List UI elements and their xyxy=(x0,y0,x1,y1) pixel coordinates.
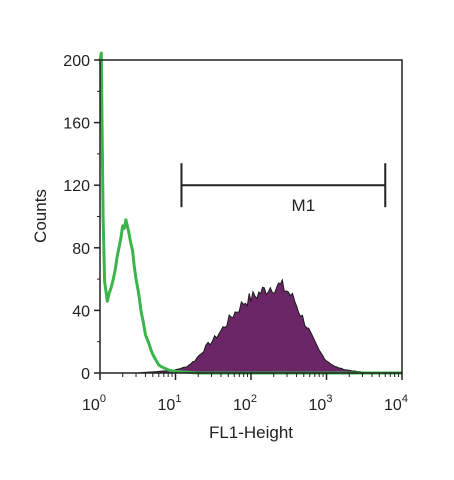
x-tick-label-1: 101 xyxy=(158,393,182,414)
x-axis-label: FL1-Height xyxy=(209,423,293,442)
y-tick-label-4: 160 xyxy=(63,116,90,133)
y-tick-label-0: 0 xyxy=(81,366,90,383)
x-tick-label-3: 103 xyxy=(309,393,333,414)
y-axis-label: Counts xyxy=(31,189,50,243)
gate-label-0: M1 xyxy=(292,196,316,215)
y-tick-label-3: 120 xyxy=(63,178,90,195)
histogram-edge-0 xyxy=(100,278,402,374)
x-tick-label-2: 102 xyxy=(233,393,257,414)
y-tick-label-1: 40 xyxy=(72,303,90,320)
x-tick-label-4: 104 xyxy=(384,393,408,414)
annotation-layer: M1 xyxy=(180,163,387,215)
y-tick-label-5: 200 xyxy=(63,53,90,70)
histogram-fill-0 xyxy=(100,279,402,373)
axis-layer: 0 40 80 120 160 200 100 101 102 103 104 xyxy=(63,53,408,414)
y-tick-label-2: 80 xyxy=(72,241,90,258)
x-tick-label-0: 100 xyxy=(82,393,106,414)
